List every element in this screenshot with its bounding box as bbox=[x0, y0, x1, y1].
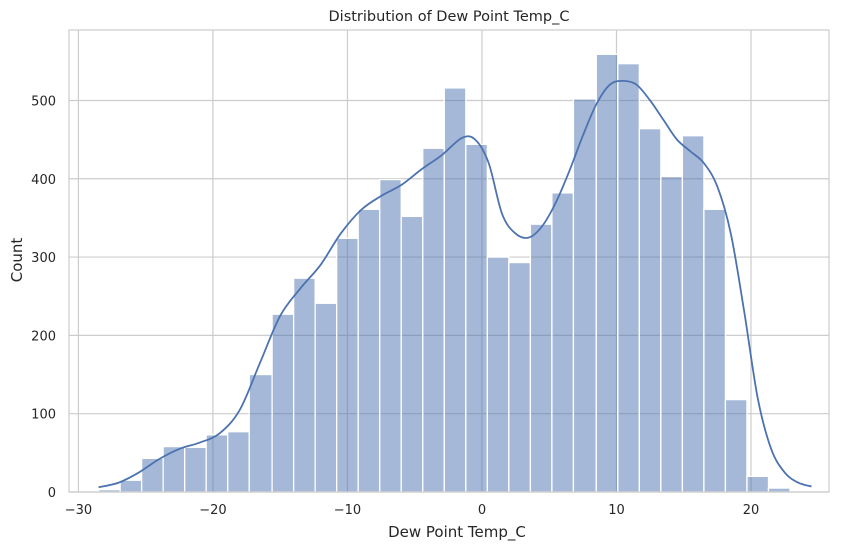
histogram-bar bbox=[400, 215, 424, 493]
histogram-bar bbox=[508, 261, 532, 493]
histogram-bar bbox=[248, 373, 273, 493]
histogram-bar bbox=[292, 277, 316, 493]
histogram-bar bbox=[336, 237, 359, 493]
bars bbox=[97, 53, 791, 493]
histogram-bar bbox=[227, 431, 250, 493]
histogram-bar bbox=[746, 475, 770, 493]
histogram-bar bbox=[617, 63, 640, 493]
chart-title: Distribution of Dew Point Temp_C bbox=[329, 9, 570, 25]
histogram-bar bbox=[205, 434, 229, 493]
y-tick-label: 100 bbox=[31, 408, 56, 423]
histogram-bar bbox=[681, 135, 705, 493]
y-tick-label: 300 bbox=[31, 251, 56, 266]
histogram-bar bbox=[443, 87, 467, 493]
x-tick-label: −10 bbox=[334, 503, 361, 518]
y-tick-label: 400 bbox=[31, 173, 56, 188]
kde-curve bbox=[98, 79, 812, 489]
histogram-bar bbox=[660, 175, 684, 493]
histogram-bar bbox=[703, 208, 727, 493]
histogram-bar bbox=[486, 256, 510, 493]
y-tick-label: 500 bbox=[31, 94, 56, 109]
x-tick-label: −20 bbox=[199, 503, 226, 518]
histogram-bar bbox=[162, 445, 186, 493]
histogram-bar bbox=[572, 98, 597, 493]
histogram-bar bbox=[724, 398, 748, 493]
histogram-bar bbox=[184, 446, 207, 493]
histogram-bar bbox=[529, 223, 553, 493]
plot-frame bbox=[68, 29, 830, 493]
x-axis-label: Dew Point Temp_C bbox=[388, 523, 526, 542]
histogram-bar bbox=[357, 208, 381, 493]
x-tick-label: 20 bbox=[743, 503, 760, 518]
histogram-bar bbox=[465, 143, 488, 493]
x-tick-label: 10 bbox=[608, 503, 625, 518]
y-axis-label: Count bbox=[8, 238, 26, 283]
histogram-bar bbox=[638, 128, 662, 493]
kde-curve-group bbox=[98, 79, 812, 489]
histogram-bar bbox=[271, 313, 295, 493]
plot-border bbox=[68, 29, 830, 493]
histogram-bar bbox=[379, 178, 402, 493]
histogram-bar bbox=[422, 147, 445, 493]
y-tick-label: 200 bbox=[31, 329, 56, 344]
x-tick-label: 0 bbox=[478, 503, 486, 518]
histogram-bar bbox=[595, 53, 619, 493]
histogram-bar bbox=[551, 192, 575, 493]
x-tick-label: −30 bbox=[65, 503, 92, 518]
y-tick-label: 0 bbox=[48, 486, 56, 501]
histogram-bar bbox=[314, 302, 338, 493]
histogram-bar bbox=[119, 479, 143, 493]
